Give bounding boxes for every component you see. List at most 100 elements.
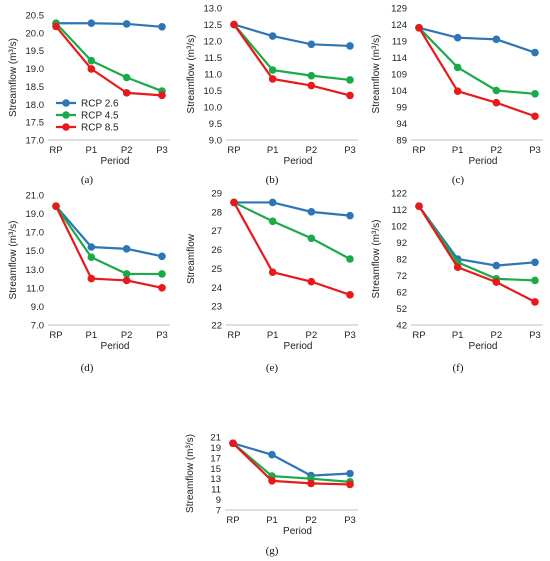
data-point-rcp85 bbox=[346, 480, 354, 489]
y-tick-label: 82 bbox=[396, 255, 407, 266]
y-tick-label: 109 bbox=[391, 70, 407, 81]
chart-panel-c: 89 94 99 104 109 114 119 124 129 RP P1 P2 P3 Period St… bbox=[371, 4, 543, 186]
data-point-rcp26 bbox=[122, 20, 131, 28]
data-point-rcp45 bbox=[492, 86, 501, 95]
data-point-rcp85 bbox=[122, 276, 131, 285]
x-tick-label: P3 bbox=[156, 145, 168, 156]
series-line-rcp26 bbox=[418, 26, 536, 54]
y-tick-label: 12.5 bbox=[204, 20, 223, 31]
y-tick-label: 28 bbox=[211, 207, 222, 218]
panel-label: (b) bbox=[266, 174, 279, 186]
data-point-rcp85 bbox=[415, 202, 423, 210]
y-tick-label: 9 bbox=[216, 495, 221, 506]
data-point-rcp85 bbox=[87, 65, 96, 73]
x-tick-label: P3 bbox=[344, 515, 356, 526]
x-tick-label: P3 bbox=[344, 330, 356, 341]
data-point-rcp45 bbox=[268, 66, 277, 74]
y-tick-label: 17.0 bbox=[26, 228, 45, 239]
series-line-rcp45 bbox=[55, 205, 162, 276]
data-point-rcp85 bbox=[453, 87, 462, 95]
x-axis-title: Period bbox=[101, 156, 130, 167]
y-axis-title: Streamflow (m³/s) bbox=[185, 434, 196, 513]
data-point-rcp85 bbox=[229, 439, 237, 448]
y-tick-label: 124 bbox=[391, 20, 407, 31]
y-tick-label: 7 bbox=[216, 506, 221, 517]
data-point-rcp26 bbox=[158, 22, 166, 31]
x-tick-label: P3 bbox=[529, 330, 541, 341]
y-tick-label: 20.5 bbox=[26, 11, 45, 22]
chart-panel-d: 7.0 9.0 11.0 13.0 15.0 17.0 19.0 21.0 RP P1 P2 P3 Pe… bbox=[8, 191, 170, 374]
y-tick-label: 92 bbox=[396, 238, 407, 249]
legend-marker-rcp85 bbox=[62, 123, 70, 131]
y-tick-label: 27 bbox=[211, 226, 222, 237]
legend-label-rcp26: RCP 2.6 bbox=[81, 99, 119, 110]
series-line-rcp85 bbox=[418, 27, 536, 118]
y-tick-label: 89 bbox=[396, 136, 407, 147]
series-line-rcp85 bbox=[233, 201, 351, 296]
series-line-rcp45 bbox=[233, 23, 351, 82]
series-line-rcp45 bbox=[233, 201, 351, 260]
data-point-rcp26 bbox=[492, 261, 501, 270]
panel-label: (e) bbox=[266, 362, 279, 374]
y-tick-label: 29 bbox=[211, 189, 222, 200]
x-tick-label: RP bbox=[227, 145, 240, 156]
y-tick-label: 12.0 bbox=[204, 37, 223, 48]
y-tick-label: 122 bbox=[391, 189, 407, 200]
data-point-rcp26 bbox=[346, 42, 354, 50]
y-tick-label: 23 bbox=[211, 302, 222, 313]
y-tick-label: 52 bbox=[396, 304, 407, 315]
series-line-rcp26 bbox=[55, 205, 163, 258]
data-point-rcp26 bbox=[158, 252, 166, 261]
y-tick-label: 9.0 bbox=[31, 302, 44, 313]
x-tick-label: P1 bbox=[266, 515, 278, 526]
y-tick-label: 22 bbox=[211, 321, 222, 332]
y-tick-label: 20.0 bbox=[26, 28, 45, 39]
y-tick-label: 13.0 bbox=[26, 265, 45, 276]
data-point-rcp85 bbox=[307, 479, 315, 488]
data-point-rcp85 bbox=[230, 198, 238, 207]
y-tick-label: 104 bbox=[391, 86, 407, 97]
data-point-rcp26 bbox=[87, 243, 96, 251]
data-point-rcp85 bbox=[268, 75, 277, 83]
series-line-rcp45 bbox=[232, 442, 351, 483]
x-tick-label: P2 bbox=[121, 330, 133, 341]
x-tick-label: P3 bbox=[529, 145, 541, 156]
series-line-rcp85 bbox=[55, 205, 163, 289]
x-tick-label: P2 bbox=[306, 145, 318, 156]
x-tick-label: RP bbox=[227, 330, 240, 341]
data-point-rcp45 bbox=[307, 234, 316, 243]
data-point-rcp45 bbox=[158, 270, 166, 278]
x-axis-title: Period bbox=[284, 341, 313, 352]
data-point-rcp45 bbox=[122, 73, 131, 82]
data-point-rcp26 bbox=[492, 35, 501, 44]
data-point-rcp26 bbox=[307, 208, 316, 216]
panel-label: (c) bbox=[452, 174, 465, 186]
data-point-rcp85 bbox=[492, 278, 501, 286]
x-tick-label: P1 bbox=[267, 145, 279, 156]
data-point-rcp85 bbox=[531, 112, 539, 121]
y-tick-label: 10.5 bbox=[204, 86, 223, 97]
y-tick-label: 42 bbox=[396, 321, 407, 332]
series-line-rcp45 bbox=[55, 22, 163, 93]
data-point-rcp85 bbox=[268, 268, 277, 277]
x-axis-title: Period bbox=[469, 341, 498, 352]
y-tick-label: 114 bbox=[392, 53, 407, 64]
x-tick-label: P2 bbox=[491, 145, 503, 156]
data-point-rcp85 bbox=[122, 89, 131, 97]
data-point-rcp85 bbox=[415, 24, 423, 32]
series-line-rcp85 bbox=[232, 442, 351, 486]
panel-label: (g) bbox=[266, 545, 279, 557]
x-tick-label: P2 bbox=[121, 145, 133, 156]
x-tick-label: P1 bbox=[267, 330, 279, 341]
y-tick-label: 24 bbox=[211, 283, 222, 294]
data-point-rcp45 bbox=[531, 276, 539, 285]
x-tick-label: P1 bbox=[452, 145, 464, 156]
data-point-rcp85 bbox=[52, 202, 60, 210]
data-point-rcp85 bbox=[492, 98, 501, 107]
x-tick-label: P1 bbox=[86, 145, 98, 156]
data-point-rcp26 bbox=[531, 48, 539, 57]
legend-label-rcp45: RCP 4.5 bbox=[81, 111, 119, 122]
data-point-rcp45 bbox=[453, 63, 462, 72]
series-line-rcp26 bbox=[232, 442, 351, 477]
